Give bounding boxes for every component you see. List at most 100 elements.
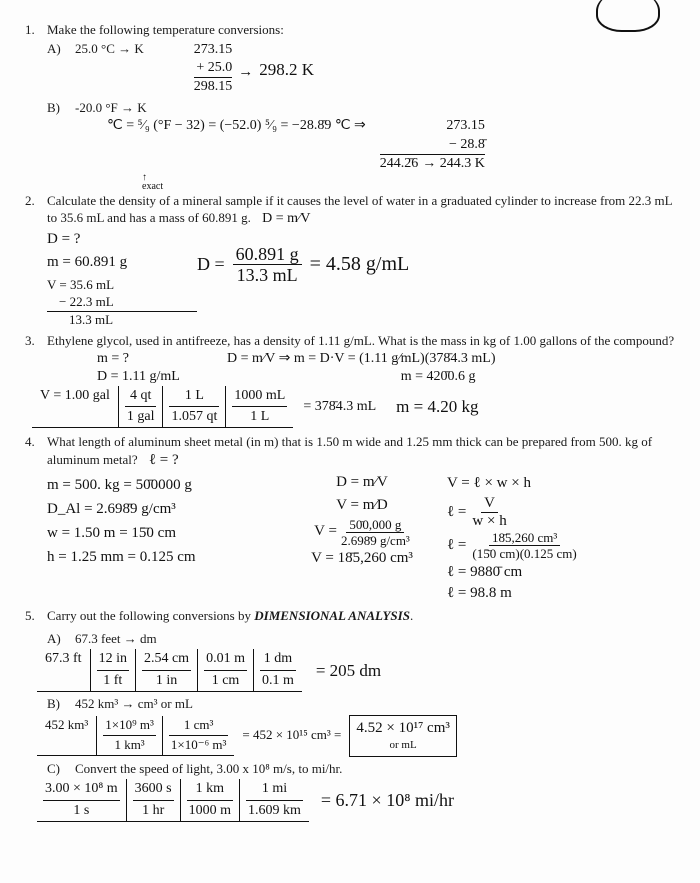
q1a-text: 25.0 °C → K	[75, 41, 144, 58]
q1a-w3: 298.15	[194, 78, 233, 96]
q1b-text: -20.0 °F → K	[75, 100, 147, 117]
q5c-res: = 6.71 × 10⁸ mi/hr	[321, 789, 454, 812]
q5b-text: 452 km³ → cm³ or mL	[75, 696, 193, 713]
q5b0t: 1×10⁹ m³	[103, 716, 156, 736]
q5c0t: 3600 s	[133, 779, 174, 800]
q5b-lead: 452 km³	[43, 716, 90, 735]
q2-num: 2.	[25, 193, 47, 329]
q4-r3b: (15̄0 cm)(0.125 cm)	[472, 546, 576, 560]
q5c2b: 1.609 km	[246, 801, 303, 821]
q1a-label: A)	[47, 41, 75, 58]
question-1: 1. Make the following temperature conver…	[25, 22, 675, 191]
q5b1t: 1 cm³	[169, 716, 229, 736]
q5c-lt: 3.00 × 10⁸ m	[43, 779, 120, 800]
q4-num: 4.	[25, 434, 47, 603]
q4-l3: w = 1.50 m = 15̄0 cm	[47, 521, 277, 545]
q3-d2t: 1000 mL	[232, 386, 287, 407]
q4-l2: D_Al = 2.698̄9 g/cm³	[47, 497, 277, 521]
q4-c1: D = m⁄V	[336, 473, 388, 493]
q4-r1: V = ℓ × w × h	[447, 473, 577, 494]
q1a-arrow: →	[238, 63, 253, 83]
q5-text: Carry out the following conversions by	[47, 608, 254, 623]
q3-l1: m = ?	[97, 350, 227, 368]
q4-r3t: 18̄5,260 cm³	[489, 531, 560, 546]
q3-c1: D = m⁄V ⇒ m = D·V = (1.11 g⁄mL)(378̄4.3 …	[227, 350, 495, 368]
q1b-formula: ℃ = ⁵⁄₉ (°F − 32) = (−52.0) ⁵⁄₉ = −28.8̄…	[107, 117, 366, 135]
q1b-exact: ↑ exact	[142, 173, 675, 191]
question-3: 3. Ethylene glycol, used in antifreeze, …	[25, 333, 675, 429]
q5b1b: 1×10⁻⁶ m³	[169, 736, 229, 755]
q1-text: Make the following temperature conversio…	[47, 22, 675, 39]
question-4: 4. What length of aluminum sheet metal (…	[25, 434, 675, 603]
q2-l3m: − 22.3 mL	[47, 294, 197, 312]
q4-r4: ℓ = 9880̄ cm	[447, 562, 577, 583]
q5a1t: 2.54 cm	[142, 649, 191, 670]
q1b-label: B)	[47, 100, 75, 117]
q2-mid: D =	[197, 253, 225, 276]
q5b-dim: 452 km³ 1×10⁹ m³1 km³ 1 cm³1×10⁻⁶ m³	[37, 716, 234, 756]
q3-vres: = 378̄4.3 mL	[303, 398, 376, 416]
q5c2t: 1 mi	[246, 779, 303, 800]
q5b-mid: = 452 × 10¹⁵ cm³ =	[242, 727, 341, 744]
q1b-res: → 244.3 K	[422, 155, 485, 173]
q5a3b: 0.1 m	[260, 671, 296, 691]
q2-text: Calculate the density of a mineral sampl…	[47, 193, 672, 225]
q5c-dim: 3.00 × 10⁸ m1 s 3600 s1 hr 1 km1000 m 1 …	[37, 779, 309, 821]
q5c-text: Convert the speed of light, 3.00 x 10⁸ m…	[75, 761, 342, 778]
q2-l3b: 13.3 mL	[47, 312, 197, 329]
q1a-w2: + 25.0	[194, 59, 233, 78]
q3-d1b: 1.057 qt	[169, 407, 219, 427]
q4-l4: h = 1.25 mm = 0.125 cm	[47, 545, 277, 569]
q2-l1: D = ?	[47, 230, 197, 250]
q1-num: 1.	[25, 22, 47, 191]
q3-d0t: 4 qt	[125, 386, 157, 407]
q5b0b: 1 km³	[103, 736, 156, 755]
q3-v: V = 1.00 gal	[38, 386, 112, 406]
q1b-c3: 244.2̄6	[380, 155, 419, 173]
q5a3t: 1 dm	[260, 649, 296, 670]
q5c0b: 1 hr	[133, 801, 174, 821]
q4-c4: V = 18̄5,260 cm³	[311, 549, 413, 569]
q5c1b: 1000 m	[187, 801, 233, 821]
question-5: 5. Carry out the following conversions b…	[25, 608, 675, 822]
q1a-w1: 273.15	[194, 41, 233, 59]
q1b-c1: 273.15	[380, 117, 485, 135]
q5a-lead: 67.3 ft	[43, 649, 84, 669]
q4-c3t: 50̄0,000 g	[346, 518, 404, 533]
q3-d2b: 1 L	[232, 407, 287, 427]
q3-l2: D = 1.11 g/mL	[97, 368, 227, 386]
q4-c3b: 2.698̄9 g/cm³	[341, 533, 410, 547]
q4-r3p: ℓ =	[447, 535, 466, 556]
q5c-lb: 1 s	[43, 801, 120, 821]
q2-l2: m = 60.891 g	[47, 253, 197, 273]
q4-r2p: ℓ =	[447, 502, 466, 523]
q3-c3: m = 4.20 kg	[396, 396, 478, 418]
q5b-label: B)	[47, 696, 75, 713]
q1a-res: 298.2 K	[259, 59, 314, 81]
q2-deq: D = m⁄V	[262, 211, 310, 226]
q4-l1: m = 500. kg = 50̄0000 g	[47, 473, 277, 497]
q5b-box2: or mL	[356, 738, 450, 752]
q3-c2: m = 420̄0.6 g	[227, 368, 475, 386]
q4-r2b: w × h	[472, 513, 506, 529]
question-2: 2. Calculate the density of a mineral sa…	[25, 193, 675, 329]
q4-c2: V = m⁄D	[336, 496, 388, 516]
q5-textb: DIMENSIONAL ANALYSIS	[254, 608, 410, 623]
q2-mt: 60.891 g	[233, 245, 302, 265]
q3-text: Ethylene glycol, used in antifreeze, has…	[47, 333, 675, 350]
q5a-text: 67.3 feet → dm	[75, 631, 157, 648]
corner-mark	[596, 0, 660, 32]
q2-res: = 4.58 g/mL	[310, 251, 410, 277]
q4-r5: ℓ = 98.8 m	[447, 583, 577, 604]
q5a0b: 1 ft	[97, 671, 129, 691]
q5a2b: 1 cm	[204, 671, 247, 691]
q3-dimtable: V = 1.00 gal 4 qt1 gal 1 L 1.057 qt 1000 …	[32, 386, 293, 428]
q5-texte: .	[410, 608, 413, 623]
q5a0t: 12 in	[97, 649, 129, 670]
q5a-res: = 205 dm	[316, 660, 381, 682]
q4-text: What length of aluminum sheet metal (in …	[47, 434, 652, 467]
q5a1b: 1 in	[142, 671, 191, 691]
q5b-box: 4.52 × 10¹⁷ cm³	[356, 719, 450, 739]
q5a2t: 0.01 m	[204, 649, 247, 670]
q3-d0b: 1 gal	[125, 407, 157, 427]
